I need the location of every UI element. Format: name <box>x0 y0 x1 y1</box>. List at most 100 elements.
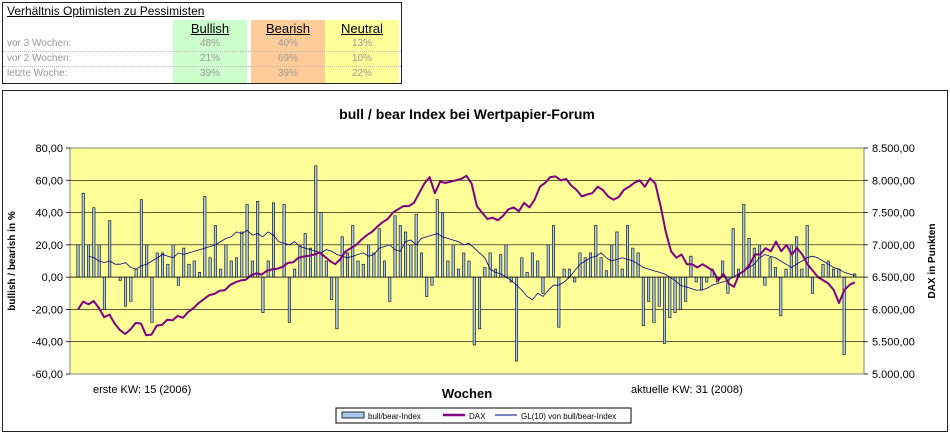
bar <box>414 213 418 278</box>
bar <box>235 257 239 278</box>
bar <box>187 263 191 278</box>
bar <box>256 200 260 278</box>
bar <box>779 276 783 317</box>
bar <box>763 276 767 286</box>
bar <box>124 276 128 307</box>
bar <box>446 260 450 278</box>
bar <box>245 204 249 278</box>
y-tick-label: 80,00 <box>35 143 63 155</box>
legend-swatch-bull-bear <box>341 411 365 419</box>
bar <box>773 267 777 278</box>
bar <box>330 276 334 301</box>
bar <box>308 247 312 278</box>
bar <box>351 225 355 278</box>
bar <box>789 244 793 278</box>
bar <box>161 252 165 278</box>
cell-value: 48% <box>199 38 220 49</box>
bar <box>92 207 96 278</box>
y-tick-label: 40,00 <box>35 208 63 220</box>
bar <box>678 276 682 310</box>
bar <box>684 276 688 302</box>
bar <box>810 276 814 294</box>
bar <box>599 257 603 278</box>
bar <box>324 260 328 278</box>
bar <box>552 225 556 278</box>
row-divider <box>3 66 401 67</box>
bar <box>393 215 397 278</box>
bar <box>673 276 677 313</box>
bar <box>134 268 138 278</box>
y2-tick-label: 6.000,00 <box>872 304 915 316</box>
bar <box>192 260 196 278</box>
y2-tick-label: 5.500,00 <box>872 337 915 349</box>
bar <box>293 268 297 278</box>
cell-value: 69% <box>277 53 298 64</box>
cell-value: 10% <box>351 53 372 64</box>
bar <box>404 231 408 278</box>
bar <box>435 199 439 278</box>
bar <box>356 260 360 278</box>
bar <box>203 196 207 278</box>
bar <box>266 260 270 278</box>
bar <box>372 252 376 278</box>
chart-svg: -60,00 5.000,00 -40,00 5.500,00 -20,00 6.000,… <box>7 106 938 424</box>
bar <box>377 228 381 278</box>
legend-label-dax: DAX <box>469 412 486 421</box>
bar <box>504 244 508 278</box>
bar <box>441 212 445 278</box>
bar <box>81 192 85 278</box>
cell-value: 39% <box>199 68 220 79</box>
chart-frame: -60,00 5.000,00 -40,00 5.500,00 -20,00 6.000,… <box>2 90 948 432</box>
x-note-left: erste KW: 15 (2006) <box>93 384 191 396</box>
bar <box>361 263 365 278</box>
bar <box>272 202 275 278</box>
bar <box>668 276 672 318</box>
bar <box>425 276 429 297</box>
y2-tick-label: 7.500,00 <box>872 208 915 220</box>
bar <box>689 255 693 278</box>
bar <box>335 276 339 330</box>
bar <box>219 268 223 278</box>
bar <box>224 244 228 278</box>
bar <box>298 244 302 278</box>
cell-value: 21% <box>199 53 220 64</box>
y2-tick-label: 7.000,00 <box>872 240 915 252</box>
bar <box>472 276 476 346</box>
bar <box>129 276 133 302</box>
bar <box>805 225 809 278</box>
row-label: vor 3 Wochen: <box>7 38 72 49</box>
bar <box>652 276 656 323</box>
bar <box>515 276 519 362</box>
bar <box>76 244 80 278</box>
bar <box>456 268 460 278</box>
bar <box>150 276 154 323</box>
legend-label-gl10: GL(10) von bull/bear-Index <box>521 412 616 421</box>
bar <box>758 244 762 278</box>
axes: -60,00 5.000,00 -40,00 5.500,00 -20,00 6.000,… <box>32 143 915 381</box>
bar <box>694 276 698 283</box>
bar <box>573 276 577 283</box>
bar <box>604 270 608 278</box>
x-note-right: aktuelle KW: 31 (2008) <box>631 384 743 396</box>
bar <box>345 252 349 278</box>
bar <box>462 252 466 278</box>
bar <box>647 276 651 302</box>
bar <box>182 247 186 278</box>
cell-value: 22% <box>351 68 372 79</box>
legend-label-bull-bear: bull/bear-Index <box>368 412 421 421</box>
y-axis-title: bullish / bearish in % <box>7 211 18 311</box>
bar <box>536 260 540 278</box>
bar <box>166 263 170 278</box>
bar <box>171 244 175 278</box>
bar <box>530 252 534 278</box>
y-tick-label: -20,00 <box>32 304 63 316</box>
bar <box>641 276 645 326</box>
legend <box>335 407 632 424</box>
row-label: letzte Woche: <box>7 68 68 79</box>
bar <box>705 276 709 283</box>
bar <box>742 204 746 278</box>
bar <box>589 252 593 278</box>
bar <box>626 225 630 278</box>
y-tick-label: 60,00 <box>35 175 63 187</box>
bar <box>314 165 318 278</box>
